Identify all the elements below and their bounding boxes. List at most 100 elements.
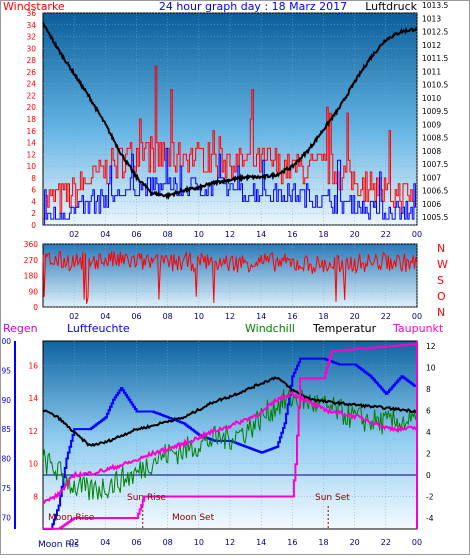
compass-letter: O <box>437 290 446 303</box>
wind-tick-label: 6 <box>31 186 36 195</box>
wind-tick-label: 4 <box>31 197 36 206</box>
wind-x-tick-label: 06 <box>131 230 141 239</box>
direction-x-tick-label: 04 <box>100 312 110 321</box>
rain-tick-label: 8 <box>426 385 431 394</box>
direction-x-tick-label: 06 <box>131 312 141 321</box>
direction-x-tick-label: 10 <box>194 312 204 321</box>
direction-tick-label: 270 <box>24 256 39 265</box>
wind-tick-label: 2 <box>31 209 36 218</box>
humidity-tick-label: 70 <box>1 513 11 522</box>
humidity-tick-label: 100 <box>1 337 11 346</box>
temp-x-tick-label: 12 <box>225 538 235 547</box>
direction-x-tick-label: 22 <box>381 312 391 321</box>
wind-tick-label: 26 <box>26 68 36 77</box>
wind-plot-area <box>42 12 418 226</box>
direction-tick-label: 180 <box>24 272 39 281</box>
pressure-tick-label: 1012 <box>422 41 441 50</box>
pressure-tick-label: 1006 <box>422 200 441 209</box>
pressure-tick-label: 1013.5 <box>422 1 448 10</box>
wind-tick-label: 22 <box>26 91 36 100</box>
temperature-tick-label: 14 <box>28 394 38 403</box>
wind-x-tick-label: 02 <box>69 230 79 239</box>
temp-x-tick-label: 02 <box>69 538 79 547</box>
temp-x-tick-label: 20 <box>350 538 360 547</box>
pressure-axis: 1005.5 1006 1006.5 1007 1007.5 1008 1008.5 1009… <box>422 1 448 222</box>
humidity-label: Luftfeuchte <box>67 322 130 335</box>
pressure-tick-label: 1007 <box>422 173 441 182</box>
direction-degree-axis: 0 90 180 270 360 <box>24 240 39 312</box>
wind-x-tick-label: 16 <box>287 230 297 239</box>
sun-rise-annotation: Sun Rise <box>127 493 166 503</box>
wind-tick-label: 28 <box>26 56 36 65</box>
humidity-tick-label: 90 <box>1 396 11 405</box>
direction-time-axis: 02 04 06 08 10 12 14 16 18 20 22 00 <box>69 312 422 321</box>
rain-tick-label: 12 <box>426 342 436 351</box>
compass-letter: N <box>437 242 445 255</box>
temp-x-tick-label: 00 <box>412 538 422 547</box>
wind-speed-label: Windstarke <box>3 1 65 13</box>
pressure-tick-label: 1012.5 <box>422 28 448 37</box>
wind-x-tick-label: 04 <box>100 230 110 239</box>
wind-x-tick-label: 08 <box>163 230 173 239</box>
wind-x-tick-label: 20 <box>350 230 360 239</box>
windchill-line <box>42 388 418 501</box>
direction-tick-label: 0 <box>33 303 38 312</box>
pressure-tick-label: 1008 <box>422 147 441 156</box>
wind-tick-label: 8 <box>31 174 36 183</box>
wind-direction-trace <box>42 250 418 304</box>
temp-time-axis: 02 04 06 08 10 12 14 16 18 20 22 00 <box>69 538 422 547</box>
pressure-line <box>42 21 418 200</box>
wind-tick-label: 30 <box>26 44 36 53</box>
temp-x-tick-label: 22 <box>381 538 391 547</box>
compass-letter: S <box>437 274 444 287</box>
direction-x-tick-label: 08 <box>163 312 173 321</box>
wind-tick-label: 0 <box>31 221 36 230</box>
rain-tick-label: 6 <box>426 407 431 416</box>
pressure-tick-label: 1011 <box>422 67 441 76</box>
temp-x-tick-label: 08 <box>163 538 173 547</box>
direction-tick-label: 360 <box>24 240 39 249</box>
humidity-tick-label: 75 <box>1 484 11 493</box>
temperature-tick-label: 12 <box>28 427 38 436</box>
rain-tick-label: 0 <box>426 471 431 480</box>
pressure-tick-label: 1006.5 <box>422 187 448 196</box>
direction-x-tick-label: 18 <box>318 312 328 321</box>
rain-tick-label: -4 <box>426 514 434 523</box>
temperature-line <box>42 376 418 447</box>
temp-x-tick-label: 10 <box>194 538 204 547</box>
pressure-tick-label: 1011.5 <box>422 54 448 63</box>
wind-tick-label: 18 <box>26 115 36 124</box>
temp-x-tick-label: 06 <box>131 538 141 547</box>
direction-x-tick-label: 02 <box>69 312 79 321</box>
rain-tick-label: -2 <box>426 493 434 502</box>
moon-rise-axis-annotation: Moon Ris <box>38 540 79 550</box>
wind-x-tick-label: 10 <box>194 230 204 239</box>
wind-x-tick-label: 12 <box>225 230 235 239</box>
wind-tick-label: 36 <box>26 9 36 18</box>
pressure-tick-label: 1009 <box>422 120 441 129</box>
pressure-tick-label: 1005.5 <box>422 213 448 222</box>
temp-plot-area <box>42 340 418 530</box>
pressure-tick-label: 1010 <box>422 94 441 103</box>
wind-time-axis: 02 04 06 08 10 12 14 16 18 20 22 00 <box>69 230 422 239</box>
temperature-axis: 8 10 12 14 16 <box>28 362 38 502</box>
humidity-tick-label: 95 <box>1 366 11 375</box>
rain-tick-label: 4 <box>426 428 431 437</box>
pressure-tick-label: 1009.5 <box>422 107 448 116</box>
direction-x-tick-label: 16 <box>287 312 297 321</box>
wind-tick-label: 14 <box>26 139 36 148</box>
wind-tick-label: 10 <box>26 162 36 171</box>
rain-label: Regen <box>3 322 38 335</box>
temp-x-tick-label: 18 <box>318 538 328 547</box>
humidity-tick-label: 80 <box>1 455 11 464</box>
wind-average-trace <box>43 147 416 226</box>
direction-x-tick-label: 12 <box>225 312 235 321</box>
temperature-label: Temperatur <box>312 322 377 335</box>
rain-line <box>43 343 417 530</box>
wind-x-tick-label: 14 <box>256 230 266 239</box>
direction-plot-area <box>42 243 418 308</box>
wind-x-tick-label: 18 <box>318 230 328 239</box>
